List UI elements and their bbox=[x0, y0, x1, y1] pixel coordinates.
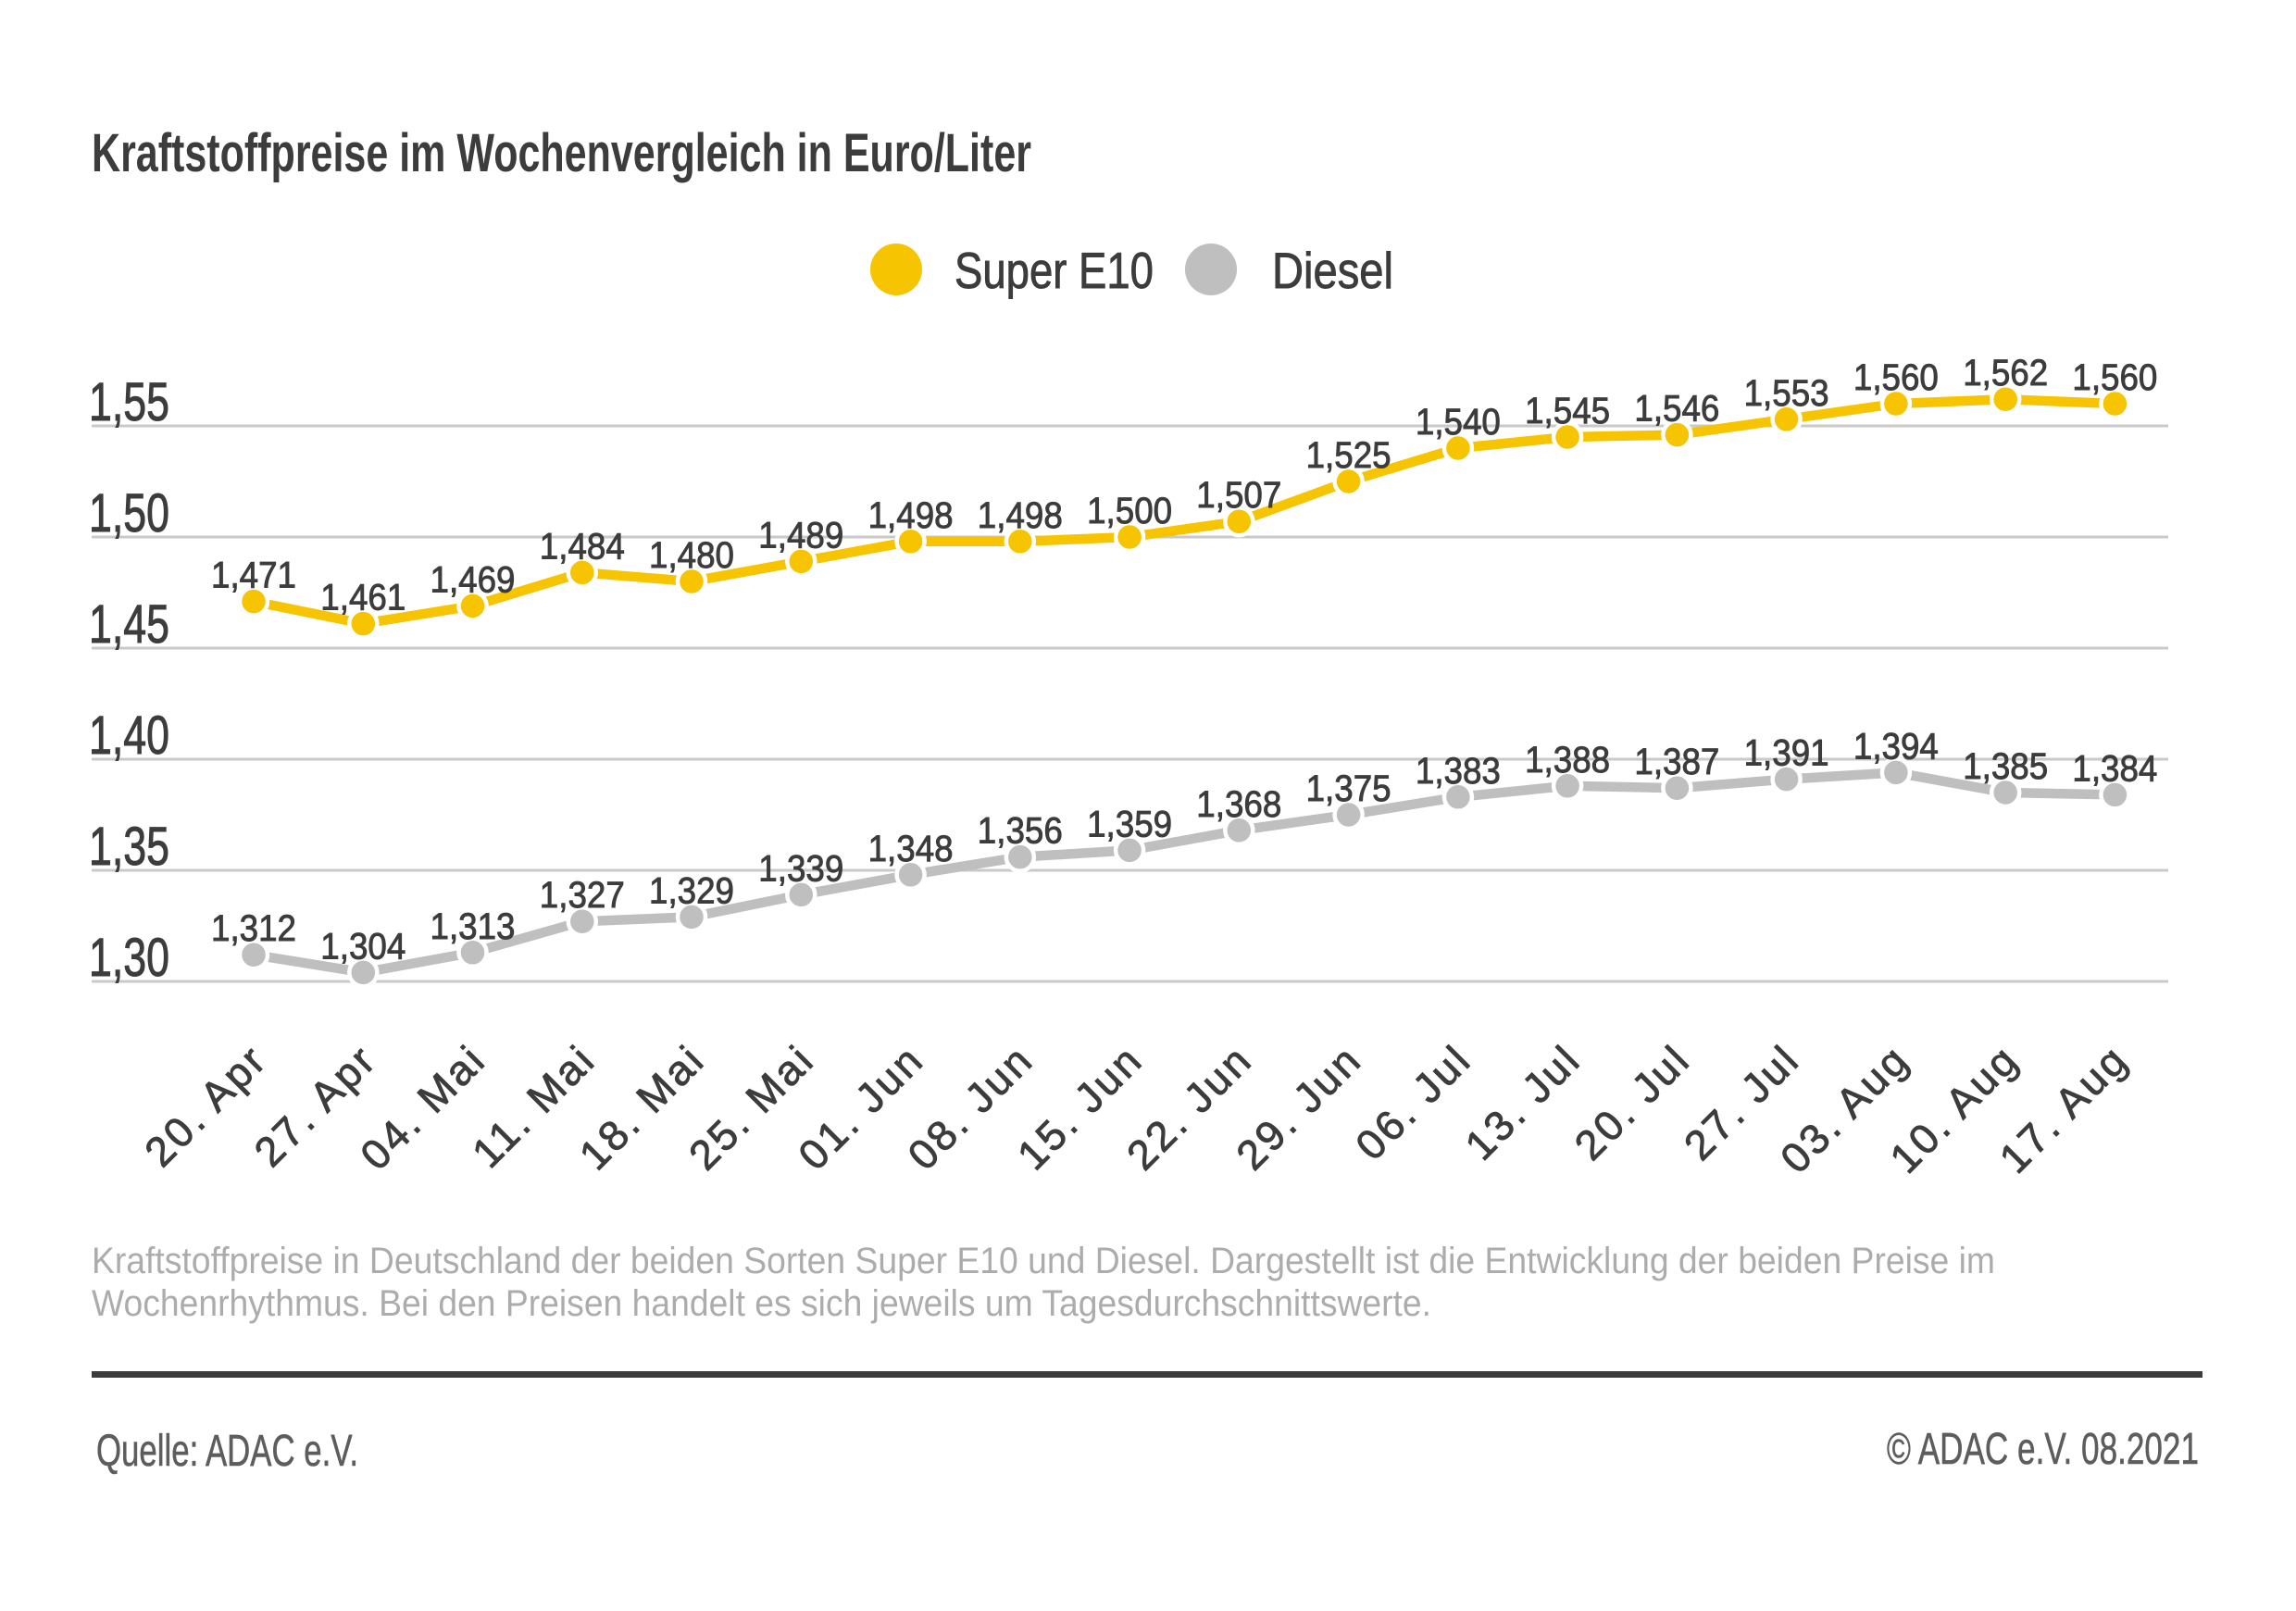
svg-text:1,35: 1,35 bbox=[89, 817, 169, 877]
svg-text:1,359: 1,359 bbox=[1087, 804, 1172, 844]
svg-text:1,553: 1,553 bbox=[1744, 373, 1829, 414]
svg-text:1,500: 1,500 bbox=[1087, 491, 1172, 531]
svg-text:1,507: 1,507 bbox=[1196, 475, 1281, 516]
svg-text:© ADAC e.V. 08.2021: © ADAC e.V. 08.2021 bbox=[1887, 1425, 2199, 1474]
svg-text:1,394: 1,394 bbox=[1853, 726, 1939, 767]
svg-text:1,562: 1,562 bbox=[1963, 353, 2048, 393]
svg-text:Super E10: Super E10 bbox=[955, 242, 1154, 299]
svg-text:Quelle: ADAC e.V.: Quelle: ADAC e.V. bbox=[96, 1427, 358, 1476]
svg-text:1,560: 1,560 bbox=[1853, 357, 1939, 398]
svg-text:1,387: 1,387 bbox=[1634, 742, 1719, 782]
svg-text:1,304: 1,304 bbox=[320, 926, 406, 967]
svg-text:1,484: 1,484 bbox=[540, 526, 625, 567]
svg-text:1,50: 1,50 bbox=[89, 483, 169, 543]
svg-text:1,471: 1,471 bbox=[211, 556, 296, 596]
svg-text:1,356: 1,356 bbox=[978, 811, 1063, 852]
svg-text:1,339: 1,339 bbox=[758, 848, 843, 889]
svg-text:1,560: 1,560 bbox=[2072, 357, 2157, 398]
svg-text:1,525: 1,525 bbox=[1306, 435, 1391, 476]
svg-text:Diesel: Diesel bbox=[1272, 242, 1393, 299]
svg-text:1,388: 1,388 bbox=[1525, 740, 1610, 781]
svg-text:1,384: 1,384 bbox=[2072, 748, 2157, 789]
svg-text:1,329: 1,329 bbox=[649, 870, 734, 911]
svg-text:1,391: 1,391 bbox=[1744, 733, 1829, 774]
svg-text:1,498: 1,498 bbox=[978, 495, 1063, 536]
svg-text:1,469: 1,469 bbox=[430, 559, 516, 600]
svg-text:1,312: 1,312 bbox=[211, 908, 296, 949]
svg-text:1,461: 1,461 bbox=[320, 578, 406, 618]
svg-text:Wochenrhythmus. Bei den Preise: Wochenrhythmus. Bei den Preisen handelt … bbox=[92, 1283, 1431, 1324]
svg-text:1,368: 1,368 bbox=[1196, 784, 1281, 825]
svg-text:1,498: 1,498 bbox=[868, 495, 954, 536]
svg-text:1,30: 1,30 bbox=[89, 928, 169, 988]
svg-text:1,540: 1,540 bbox=[1416, 402, 1501, 443]
svg-text:1,327: 1,327 bbox=[540, 875, 625, 916]
svg-text:1,385: 1,385 bbox=[1963, 746, 2048, 787]
svg-text:1,55: 1,55 bbox=[89, 372, 169, 432]
svg-text:1,480: 1,480 bbox=[649, 535, 734, 576]
svg-text:Kraftstoffpreise im Wochenverg: Kraftstoffpreise im Wochenvergleich in E… bbox=[92, 123, 1031, 183]
svg-text:1,383: 1,383 bbox=[1416, 751, 1501, 792]
svg-text:1,546: 1,546 bbox=[1634, 389, 1719, 430]
svg-text:1,45: 1,45 bbox=[89, 594, 169, 655]
svg-text:1,545: 1,545 bbox=[1525, 391, 1610, 431]
svg-text:1,375: 1,375 bbox=[1306, 768, 1391, 809]
svg-text:1,313: 1,313 bbox=[430, 906, 516, 947]
svg-text:Kraftstoffpreise in Deutschlan: Kraftstoffpreise in Deutschland der beid… bbox=[92, 1241, 1995, 1281]
svg-text:1,489: 1,489 bbox=[758, 515, 843, 556]
svg-text:1,40: 1,40 bbox=[89, 706, 169, 766]
svg-text:1,348: 1,348 bbox=[868, 829, 954, 869]
